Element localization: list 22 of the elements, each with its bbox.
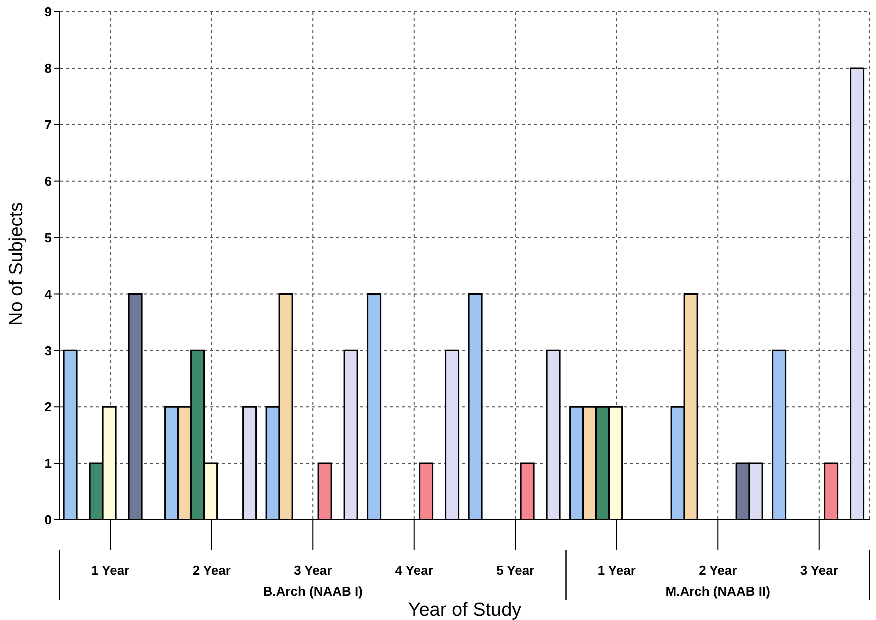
text: B.Arch (NAAB I) [263, 584, 363, 599]
y-tick-label: 6 [44, 174, 52, 189]
y-axis-title: No of Subjects [6, 202, 28, 326]
y-tick-label: 9 [44, 4, 52, 20]
y-tick-label: 1 [44, 456, 52, 472]
y-tick-label: 4 [44, 286, 53, 302]
y-tick-label: 0 [44, 512, 52, 528]
x-tick-label: 5 Year [496, 563, 535, 578]
text: M.Arch (NAAB II) [666, 584, 770, 599]
x-tick-label: 4 Year [395, 563, 434, 578]
y-tick-label: 7 [44, 118, 52, 133]
x-tick-label: 1 Year [92, 563, 130, 578]
x-tick-label: 2 Year [699, 563, 738, 578]
x-axis-title: Year of Study [408, 600, 522, 620]
x-tick-label: 3 Year [800, 563, 838, 578]
y-tick-label: 8 [44, 61, 52, 76]
y-tick-label: 5 [44, 230, 52, 246]
y-tick-label: 2 [44, 400, 52, 415]
x-tick-label: 3 Year [294, 563, 332, 578]
x-tick-label: 2 Year [192, 563, 231, 578]
y-tick-label: 3 [44, 343, 52, 358]
x-tick-label: 1 Year [598, 563, 636, 578]
